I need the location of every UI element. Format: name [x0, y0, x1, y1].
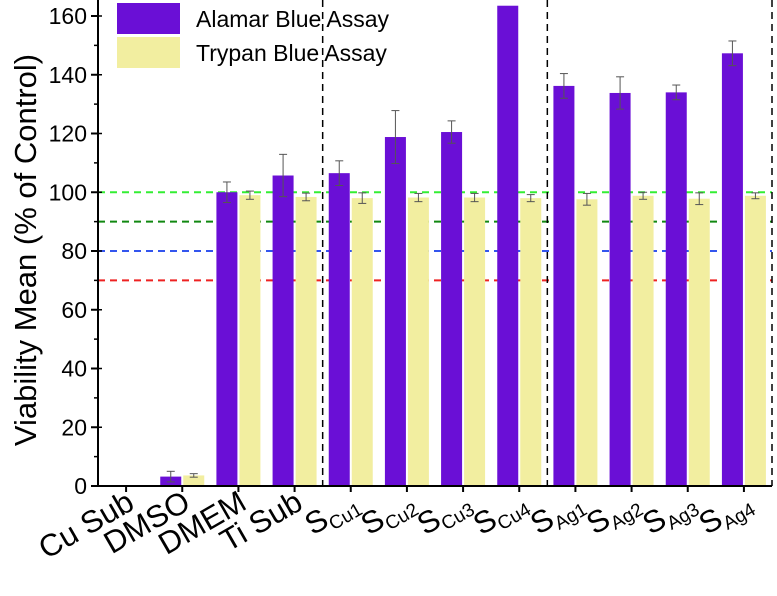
legend-label-alamar: Alamar Blue Assay [196, 6, 390, 32]
bar-trypan [239, 195, 261, 486]
error-bar [222, 181, 231, 204]
bar-alamar [497, 5, 519, 486]
error-bar [166, 470, 175, 483]
error-bar [470, 192, 479, 203]
error-bar [616, 76, 625, 110]
y-tick-label: 120 [49, 121, 87, 147]
axes [91, 0, 772, 492]
bar-trypan [295, 196, 317, 486]
bar-trypan [576, 199, 598, 487]
error-bar [639, 191, 648, 200]
bar-trypan [744, 195, 766, 486]
error-bar [358, 192, 367, 204]
x-tick-label: SAg4 [693, 484, 760, 545]
legend: Alamar Blue Assay Trypan Blue Assay [117, 3, 390, 68]
y-tick-label: 100 [49, 179, 87, 205]
error-bar [695, 192, 704, 206]
bar-trypan [407, 197, 429, 486]
bar-trypan [351, 198, 373, 486]
error-bar [245, 190, 254, 200]
y-tick-label: 60 [61, 297, 87, 323]
x-tick-label: SAg3 [637, 484, 704, 545]
y-tick-label: 160 [49, 3, 87, 29]
reference-lines [98, 191, 772, 282]
error-bar [391, 110, 400, 164]
bar-trypan [688, 198, 710, 486]
error-bar [302, 192, 311, 202]
error-bar [335, 160, 344, 186]
bar-alamar [665, 92, 687, 486]
bar-alamar [609, 92, 631, 487]
error-bar [672, 84, 681, 101]
error-bar [751, 192, 760, 200]
error-bar [279, 153, 288, 198]
x-tick-label: SCu4 [467, 484, 535, 546]
y-tick-label: 80 [61, 238, 87, 264]
error-bar [447, 120, 456, 144]
bar-trypan [632, 195, 654, 486]
x-tick-label: SAg1 [524, 484, 591, 545]
bar-trypan [520, 198, 542, 486]
legend-swatch-trypan [117, 37, 180, 68]
y-axis-label: Viability Mean (% of Control) [8, 54, 43, 446]
y-tick-labels: 0 20 40 60 80 100 120 140 160 [49, 3, 87, 499]
error-bar [526, 194, 535, 203]
legend-swatch-alamar [117, 3, 180, 34]
y-tick-label: 0 [74, 473, 87, 499]
error-bar [582, 192, 591, 206]
error-bar [728, 40, 737, 67]
bars [160, 5, 766, 487]
bar-trypan [464, 197, 486, 486]
error-bar [559, 73, 568, 99]
error-bars [166, 40, 760, 483]
y-tick-label: 20 [61, 414, 87, 440]
bar-alamar [328, 173, 350, 486]
bar-alamar [384, 137, 406, 486]
bar-alamar [216, 192, 238, 486]
x-tick-label: SAg2 [580, 484, 647, 545]
y-tick-label: 140 [49, 62, 87, 88]
group-separators [321, 0, 773, 486]
y-tick-label: 40 [61, 356, 87, 382]
bar-trypan [183, 475, 205, 486]
bar-alamar [721, 53, 743, 487]
bar-alamar [553, 85, 575, 486]
bar-alamar [272, 175, 294, 486]
legend-label-trypan: Trypan Blue Assay [196, 40, 387, 66]
error-bar [414, 192, 423, 203]
bar-alamar [441, 132, 463, 486]
error-bar [189, 473, 198, 478]
